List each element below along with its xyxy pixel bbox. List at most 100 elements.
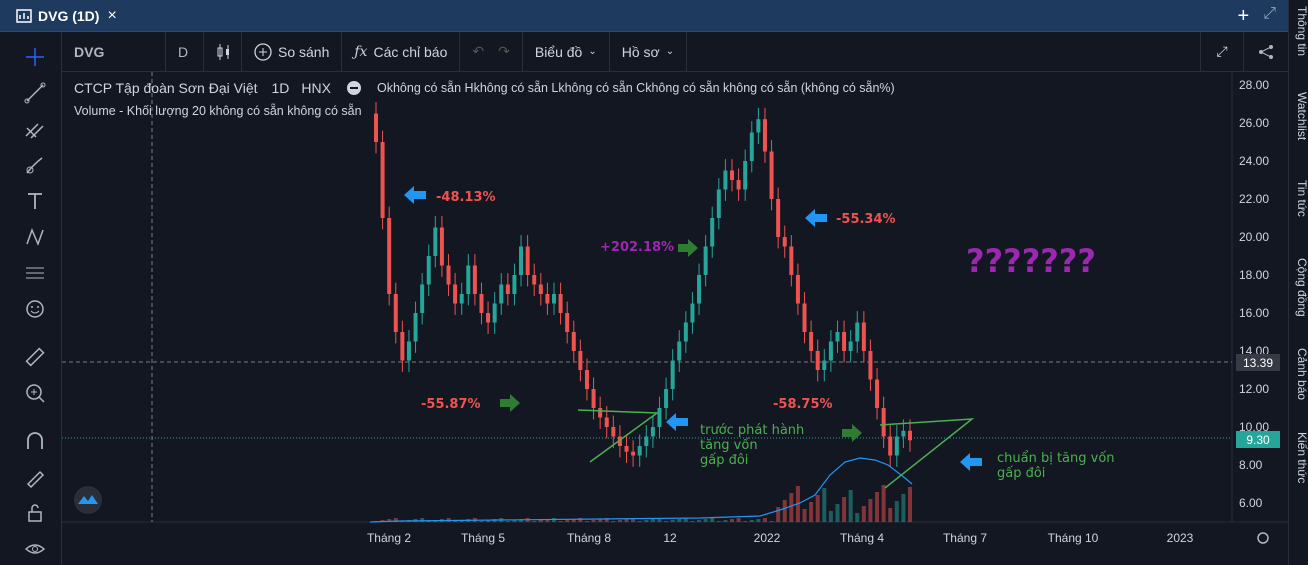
volume-bar [776,507,781,522]
candle-body [486,313,491,323]
candle-body [848,341,853,351]
candle-body [736,180,741,190]
symbol-search[interactable]: DVG [62,31,166,72]
tab-cong-dong[interactable]: Cộng đồng [1295,258,1308,317]
lock-pen-icon[interactable] [22,464,48,490]
tab-kien-thuc[interactable]: Kiến thức [1295,432,1308,484]
compare-label: So sánh [278,43,330,60]
volume-bar [835,504,840,522]
candle-icon [217,43,229,60]
candle-body [650,427,655,437]
candle-body [782,237,787,247]
crosshair-icon[interactable] [22,44,48,70]
chevron-down-icon: ⌄ [588,46,597,57]
candle-body [538,284,543,294]
main-legend: CTCP Tập đoàn Sơn Đại Việt 1D HNX Okhông… [74,80,895,96]
candle-body [683,322,688,342]
layout-button[interactable] [74,486,102,514]
candle-body [439,227,444,266]
time-tick: Tháng 5 [460,531,506,545]
profile-menu-button[interactable]: Hồ sơ ⌄ [610,31,688,72]
volume-legend: Volume - Khối lượng 20 không có sẵn khôn… [74,104,362,118]
candle-body [756,119,761,133]
chevron-down-icon: ⌄ [665,46,675,57]
triangle-1 [577,409,660,463]
emoji-icon[interactable] [22,296,48,322]
candle-body [875,379,880,408]
fib-icon[interactable] [22,116,48,142]
lock-icon[interactable] [22,500,48,526]
volume-bar [710,518,715,522]
tab-tin-tuc[interactable]: Tin tức [1295,180,1308,217]
volume-bar [762,518,767,522]
volume-bar [426,521,431,522]
indicators-button[interactable]: ƒx Các chỉ báo [342,31,461,72]
candle-body [677,341,682,361]
price-tick: 24.00 [1239,154,1270,168]
volume-ma-line [369,457,913,523]
candle-body [815,351,820,370]
time-tick: 12 [663,531,677,545]
interval-button[interactable]: D [166,31,204,72]
collapse-icon[interactable] [346,81,361,95]
volume-bar [387,519,392,522]
volume-bar [591,520,596,522]
volume-bar [677,519,682,522]
tab-thong-tin[interactable]: Thông tin [1295,6,1308,57]
candle-type-button[interactable] [204,31,242,72]
volume-bar [861,506,866,522]
redo-icon[interactable]: ↷ [498,43,510,59]
compare-button[interactable]: So sánh [242,31,343,72]
settings-icon[interactable] [1257,532,1269,544]
undo-icon[interactable]: ↶ [472,43,485,59]
text-icon[interactable] [22,188,48,214]
tab-canh-bao[interactable]: Cảnh báo [1295,348,1308,401]
chart-menu-label: Biểu đồ [534,43,583,60]
volume-bar [512,520,517,522]
candle-body [380,142,385,218]
time-tick: Tháng 4 [839,531,885,545]
blue-arrow-2 [805,209,827,227]
volume-bar [519,519,524,522]
volume-bar [545,519,550,522]
tab-watchlist[interactable]: Watchlist [1295,92,1308,141]
volume-bar [584,521,589,522]
top-toolbar: DVG D So sánh ƒx Các chỉ báo ↶ ↷ Biểu đồ ⌄ … [62,31,1288,72]
price-chart[interactable] [62,72,1288,565]
volume-bar [393,518,398,522]
undo-redo: ↶ ↷ [460,31,523,72]
candle-body [888,436,893,456]
green-arrow-1 [678,239,698,257]
interval-label: D [178,43,189,60]
candle-body [525,246,530,275]
candle-body [861,322,866,351]
brush-icon[interactable] [22,152,48,178]
share-icon[interactable] [1244,32,1288,72]
chart-icon [16,8,32,23]
pattern-icon[interactable] [22,224,48,250]
volume-bar [875,492,880,522]
add-icon[interactable]: + [1237,5,1250,27]
expand-icon[interactable]: ⤢ [1263,5,1276,22]
price-tick: 26.00 [1239,116,1270,130]
time-tick: Tháng 2 [366,531,412,545]
volume-bar [565,520,570,522]
close-icon[interactable]: × [107,6,117,24]
volume-bar [782,500,787,522]
magnet-icon[interactable] [22,428,48,454]
zoom-icon[interactable] [22,380,48,406]
volume-bar [828,511,833,522]
measure-icon[interactable] [22,260,48,286]
volume-bar [664,521,669,522]
trendline-icon[interactable] [22,80,48,106]
candle-body [842,332,847,351]
candle-body [591,389,596,408]
eye-icon[interactable] [22,536,48,562]
annotation-rise: +202.18% [600,240,675,255]
candle-body [374,113,378,142]
fullscreen-icon[interactable]: ⤢ [1200,31,1244,72]
volume-bar [486,520,491,522]
chart-menu-button[interactable]: Biểu đồ ⌄ [523,31,610,72]
ruler-icon[interactable] [22,344,48,370]
time-tick: Tháng 7 [942,531,988,545]
